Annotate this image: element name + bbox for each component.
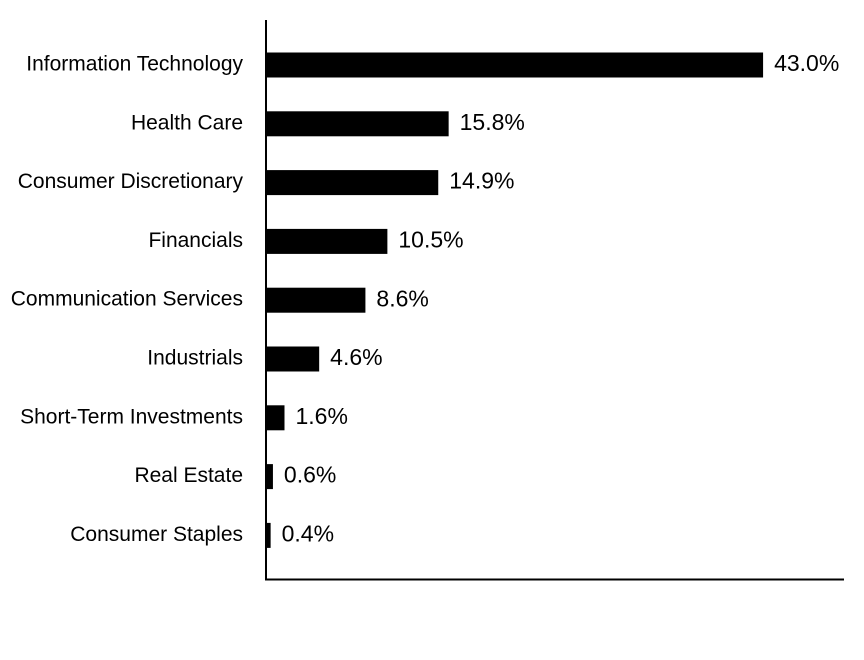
bars-group: [266, 52, 764, 548]
category-label-2: Consumer Discretionary: [18, 170, 244, 193]
value-label-0: 43.0%: [774, 50, 839, 76]
category-label-0: Information Technology: [26, 53, 243, 76]
value-label-8: 0.4%: [282, 520, 334, 546]
category-label-1: Health Care: [131, 111, 243, 134]
bar-6: [266, 405, 285, 431]
bar-1: [266, 111, 449, 137]
value-label-1: 15.8%: [460, 109, 525, 135]
bar-0: [266, 52, 764, 78]
category-label-5: Industrials: [147, 347, 243, 370]
category-label-3: Financials: [148, 229, 243, 252]
value-label-6: 1.6%: [295, 403, 347, 429]
bar-8: [266, 522, 271, 548]
value-label-7: 0.6%: [284, 462, 336, 488]
value-label-3: 10.5%: [398, 226, 463, 252]
value-labels-group: 43.0% 15.8% 14.9% 10.5% 8.6% 4.6% 1.6% 0.6% 0.4%: [282, 50, 840, 546]
category-labels-group: Information Technology Health Care Consume…: [11, 53, 244, 546]
bar-4: [266, 287, 366, 313]
value-label-5: 4.6%: [330, 344, 382, 370]
bar-7: [266, 464, 273, 490]
category-label-8: Consumer Staples: [70, 523, 243, 546]
bar-5: [266, 346, 320, 372]
category-label-7: Real Estate: [134, 464, 243, 487]
value-label-2: 14.9%: [449, 168, 514, 194]
category-label-6: Short-Term Investments: [20, 405, 243, 428]
value-label-4: 8.6%: [376, 285, 428, 311]
bar-3: [266, 228, 388, 254]
bar-2: [266, 170, 439, 196]
category-label-4: Communication Services: [11, 288, 243, 311]
